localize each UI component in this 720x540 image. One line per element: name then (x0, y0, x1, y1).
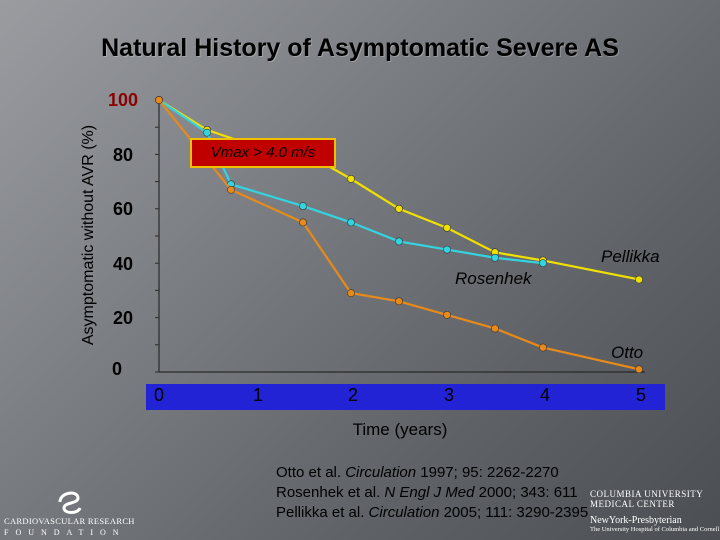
y-tick-label: 20 (112, 308, 134, 328)
otto-point (299, 218, 307, 227)
crf-swirl-icon (58, 491, 82, 514)
rosenhek-point (203, 128, 211, 137)
columbia-line1: COLUMBIA UNIVERSITY (590, 489, 704, 499)
x-tick-label: 5 (635, 385, 646, 405)
x-axis-label: Time (years) (352, 420, 448, 439)
pellikka-point (347, 174, 355, 183)
reference-line: Otto et al. Circulation 1997; 95: 2262-2… (276, 464, 559, 481)
otto-point (635, 365, 643, 374)
rosenhek-point (347, 218, 355, 227)
vmax-legend-box: Vmax > 4.0 m/s (190, 138, 336, 168)
pellikka-point (635, 275, 643, 284)
x-tick-label: 0 (153, 385, 164, 405)
rosenhek-point (443, 245, 451, 254)
pellikka-point (395, 204, 403, 213)
otto-label: Otto (611, 343, 644, 362)
chart-title: Natural History of Asymptomatic Severe A… (101, 34, 619, 62)
crf-logo: CARDIOVASCULAR RESEARCH FOUNDATION (4, 488, 144, 538)
otto-point (491, 324, 499, 333)
crf-name: CARDIOVASCULAR RESEARCH (4, 516, 135, 526)
y-tick-label: 40 (112, 254, 134, 274)
rosenhek-point (539, 259, 547, 268)
rosenhek-label: Rosenhek (455, 269, 532, 288)
otto-point (347, 289, 355, 298)
reference-line: Pellikka et al. Circulation 2005; 111: 3… (276, 504, 589, 521)
x-tick-label: 1 (252, 385, 263, 405)
reference-line: Rosenhek et al. N Engl J Med 2000; 343: … (276, 484, 578, 501)
columbia-line2: MEDICAL CENTER (590, 499, 675, 509)
presbyterian-sub: The University Hospital of Columbia and … (590, 526, 720, 533)
x-tick-label: 3 (443, 385, 454, 405)
x-tick-label: 2 (347, 385, 358, 405)
references: Otto et al. Circulation 1997; 95: 2262-2… (276, 463, 588, 523)
rosenhek-point (395, 237, 403, 246)
otto-point (443, 310, 451, 319)
y-tick-label: 80 (112, 145, 134, 165)
y-tick-label: 0 (111, 359, 122, 379)
rosenhek-point (299, 202, 307, 210)
y-tick-label: 100 (107, 90, 139, 110)
otto-point (155, 96, 163, 104)
columbia-logo: COLUMBIA UNIVERSITY MEDICAL CENTER NewYo… (590, 489, 720, 533)
pellikka-point (443, 223, 451, 232)
otto-point (395, 297, 403, 306)
otto-point (227, 185, 235, 194)
y-tick-label: 60 (112, 199, 134, 219)
x-tick-label: 4 (539, 385, 550, 405)
series-otto (155, 96, 643, 374)
x-axis-band (146, 384, 665, 410)
crf-foundation: FOUNDATION (4, 528, 126, 537)
axes (155, 96, 645, 373)
rosenhek-point (491, 253, 499, 262)
presbyterian-name: NewYork-Presbyterian (590, 515, 682, 526)
otto-point (539, 343, 547, 352)
pellikka-label: Pellikka (601, 247, 660, 266)
